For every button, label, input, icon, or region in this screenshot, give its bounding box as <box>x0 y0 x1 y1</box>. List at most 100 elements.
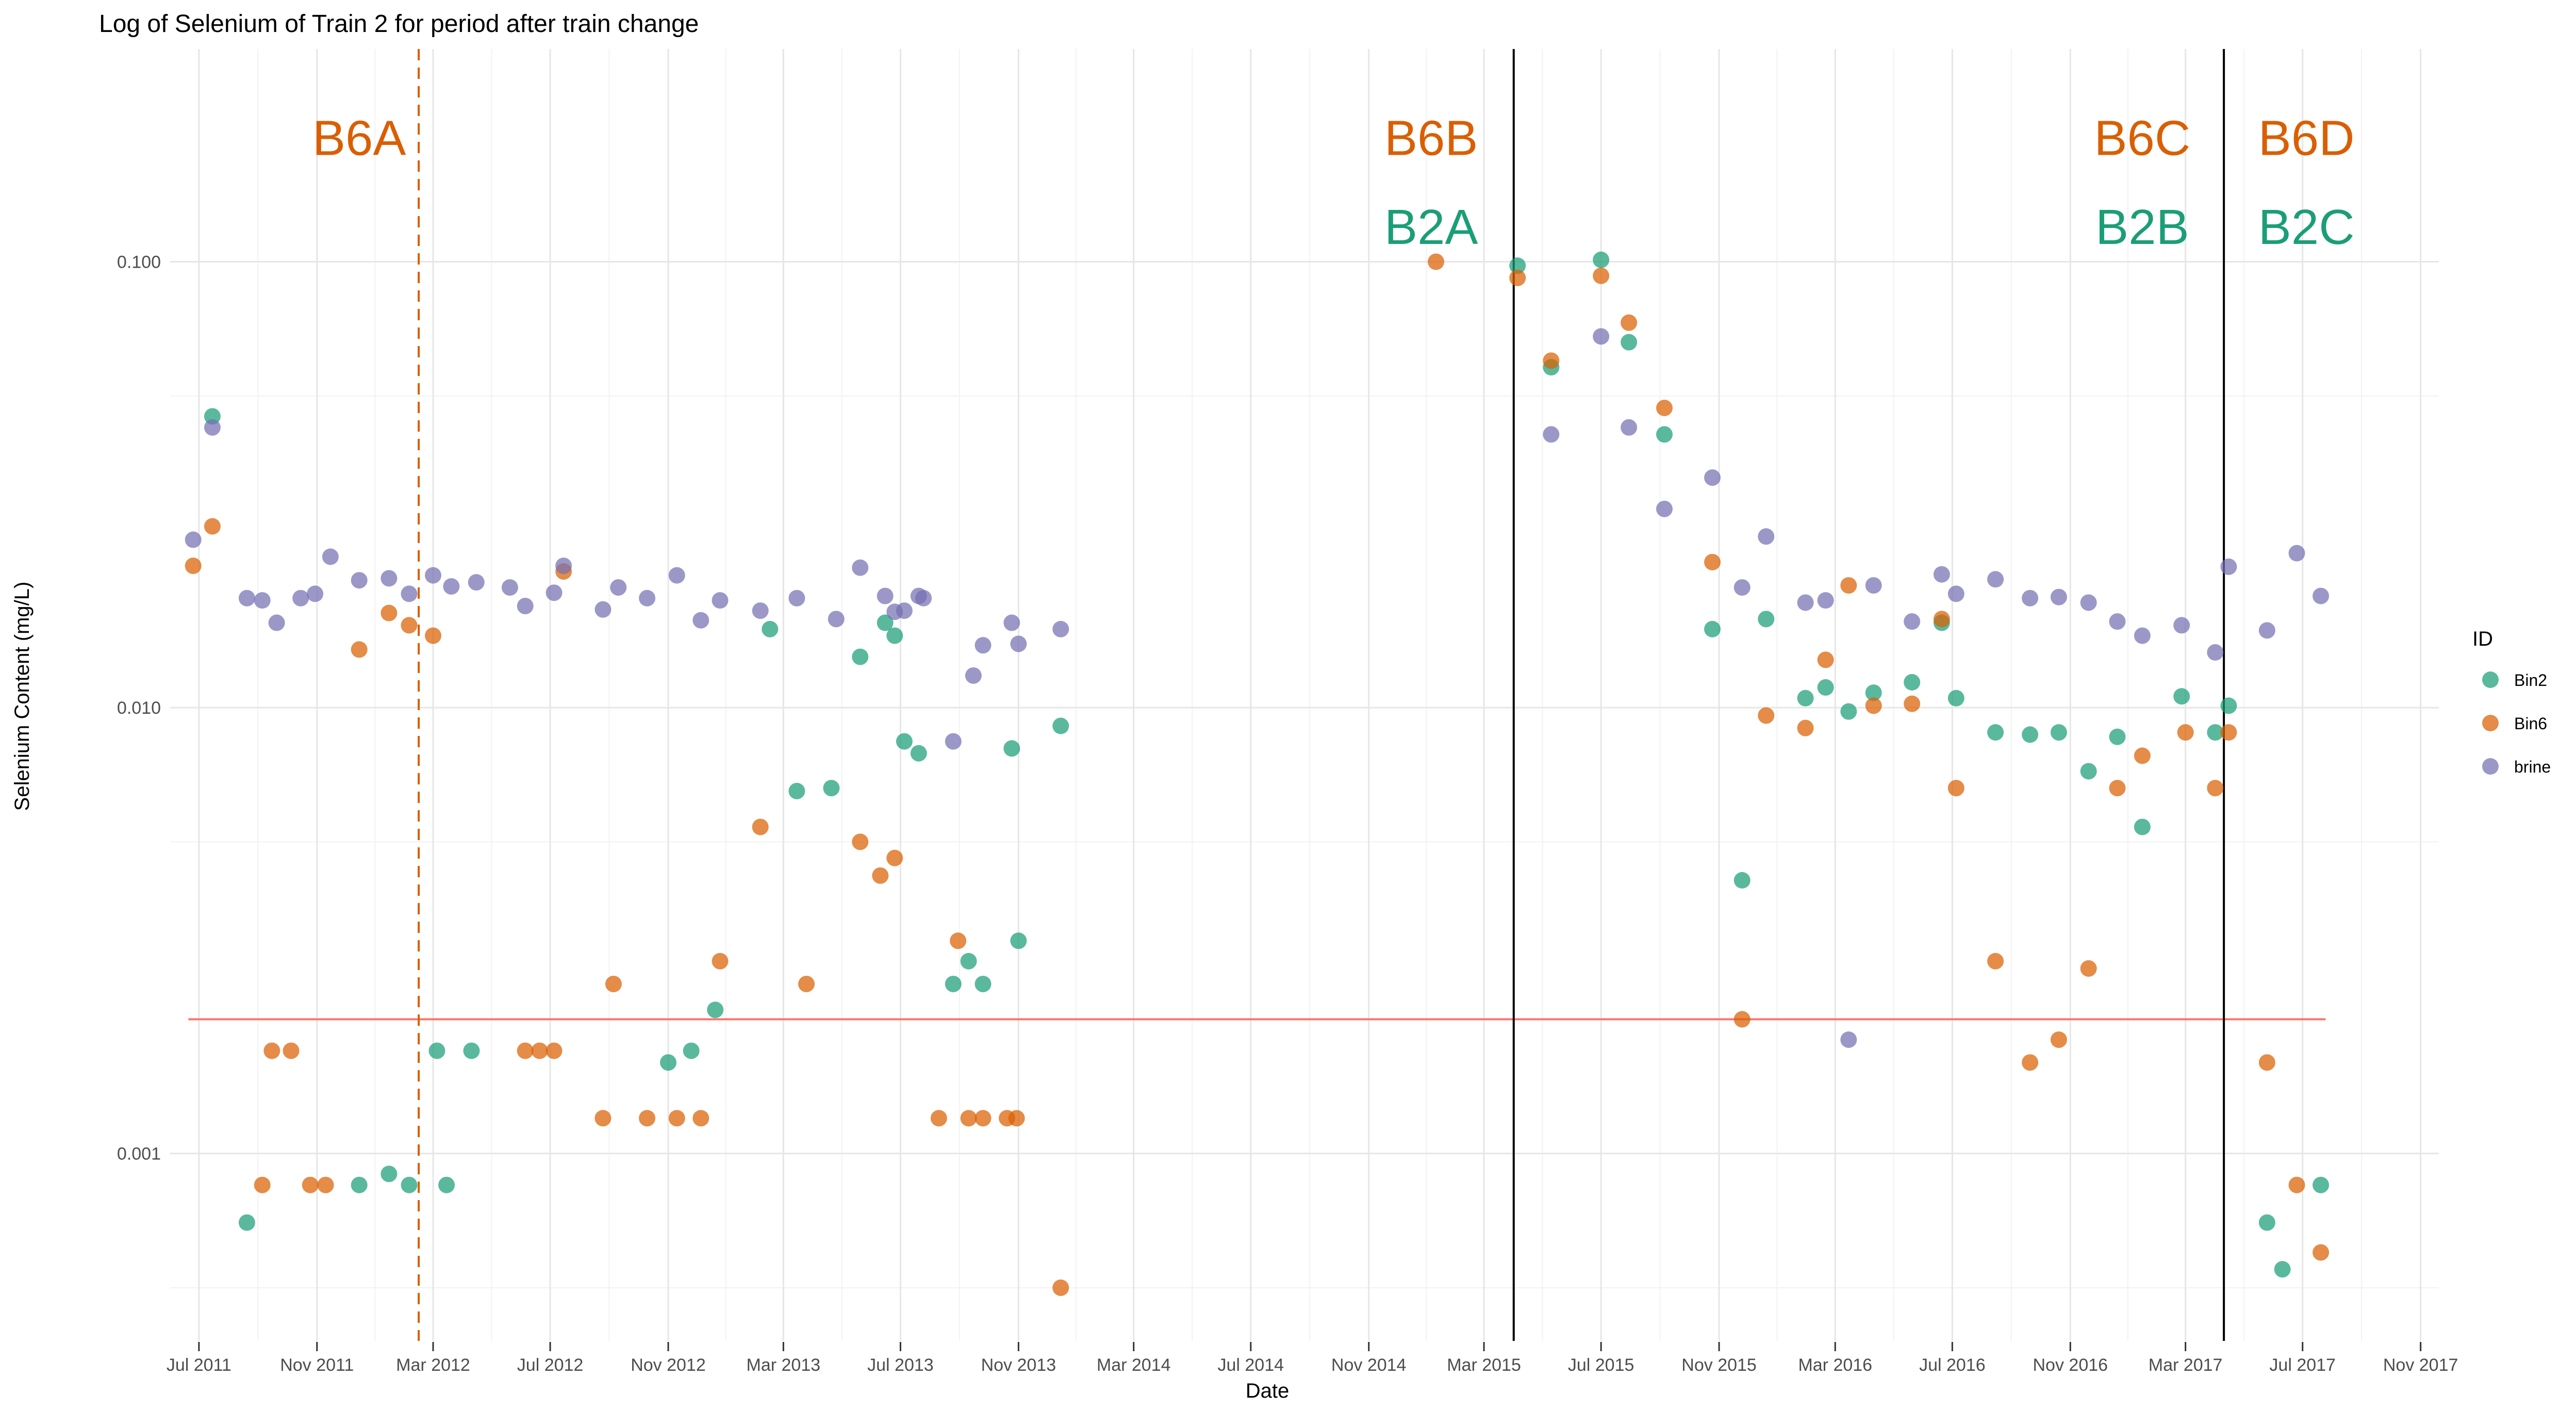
data-point <box>975 975 992 992</box>
data-point <box>292 589 309 606</box>
y-tick-label: 0.010 <box>117 698 161 718</box>
legend-key-bin6 <box>2482 715 2499 731</box>
data-point <box>1904 674 1921 691</box>
x-tick-label: Nov 2013 <box>981 1355 1056 1375</box>
data-point <box>1840 703 1857 720</box>
region-label: B2C <box>2258 200 2355 255</box>
data-point <box>1593 328 1610 345</box>
data-point <box>1758 611 1775 628</box>
x-tick-label: Nov 2014 <box>1331 1355 1407 1375</box>
data-point <box>1621 314 1638 331</box>
y-tick-label: 0.100 <box>117 253 161 272</box>
data-point <box>950 932 967 949</box>
x-tick-label: Jul 2017 <box>2269 1355 2336 1375</box>
data-point <box>1933 611 1950 628</box>
data-point <box>2109 780 2126 797</box>
data-point <box>1733 1011 1751 1028</box>
data-point <box>975 1110 992 1127</box>
data-point <box>960 1110 977 1127</box>
data-point <box>1797 594 1814 611</box>
data-point <box>351 1176 368 1193</box>
data-point <box>401 585 418 602</box>
data-point <box>463 1042 480 1059</box>
data-point <box>351 641 368 658</box>
data-point <box>1904 613 1921 630</box>
data-point <box>712 953 729 970</box>
data-point <box>877 587 894 604</box>
data-point <box>852 648 869 665</box>
data-point <box>1003 614 1020 631</box>
data-point <box>1947 780 1964 797</box>
data-point <box>945 733 962 750</box>
data-point <box>263 1042 280 1059</box>
data-point <box>2134 627 2151 644</box>
x-tick-label: Nov 2016 <box>2033 1355 2108 1375</box>
legend-key-brine <box>2482 758 2499 775</box>
data-point <box>1052 717 1069 734</box>
data-point <box>1008 1110 1025 1127</box>
region-label: B6A <box>312 111 406 166</box>
data-point <box>1052 1279 1069 1296</box>
data-point <box>712 592 729 609</box>
data-point <box>501 579 518 596</box>
x-tick-label: Jul 2013 <box>867 1355 934 1375</box>
x-tick-label: Jul 2014 <box>1217 1355 1284 1375</box>
data-point <box>1621 419 1638 436</box>
x-tick-label: Jul 2015 <box>1568 1355 1634 1375</box>
data-point <box>546 584 563 601</box>
data-point <box>1758 707 1775 724</box>
data-point <box>302 1176 319 1193</box>
data-point <box>930 1110 947 1127</box>
x-tick-label: Nov 2015 <box>1681 1355 1757 1375</box>
data-point <box>1656 426 1673 443</box>
data-point <box>2288 545 2305 562</box>
data-point <box>823 780 840 797</box>
data-point <box>1947 585 1964 602</box>
data-point <box>639 1110 656 1127</box>
data-point <box>1704 553 1721 570</box>
data-point <box>692 612 709 629</box>
data-point <box>610 579 627 596</box>
reference-lines <box>188 49 2326 1341</box>
x-tick-label: Mar 2014 <box>1097 1355 1171 1375</box>
data-point <box>1817 651 1834 668</box>
x-tick-label: Jul 2016 <box>1919 1355 1986 1375</box>
data-point <box>2080 763 2097 780</box>
data-point <box>2220 558 2237 575</box>
data-point <box>238 589 255 606</box>
data-point <box>2258 622 2275 639</box>
data-point <box>788 589 805 606</box>
data-point <box>2258 1054 2275 1071</box>
region-label: B2B <box>2095 200 2189 255</box>
data-point <box>2207 724 2224 741</box>
data-point <box>877 614 894 631</box>
x-tick-label: Nov 2017 <box>2383 1355 2458 1375</box>
data-point <box>872 867 889 884</box>
region-label: B6D <box>2258 111 2355 166</box>
data-point <box>1817 592 1834 609</box>
data-point <box>443 578 460 595</box>
x-tick-label: Mar 2013 <box>747 1355 821 1375</box>
data-point <box>185 558 202 575</box>
data-point <box>468 574 485 591</box>
data-point <box>668 567 685 584</box>
data-point <box>1509 269 1526 286</box>
data-point <box>428 1042 445 1059</box>
series-bin6 <box>185 253 2330 1296</box>
region-label: B6B <box>1384 111 1478 166</box>
region-label: B2A <box>1384 200 1478 255</box>
y-tick-label: 0.001 <box>117 1144 161 1164</box>
data-point <box>915 589 932 606</box>
data-point <box>254 1176 271 1193</box>
data-point <box>852 559 869 576</box>
data-point <box>1817 679 1834 696</box>
legend-label-bin6: Bin6 <box>2514 714 2547 733</box>
x-tick-label: Mar 2012 <box>396 1355 470 1375</box>
region-label: B6C <box>2094 111 2190 166</box>
data-point <box>1593 251 1610 268</box>
data-point <box>852 833 869 850</box>
data-point <box>438 1176 455 1193</box>
legend-key-bin2 <box>2482 671 2499 688</box>
data-point <box>1840 1031 1857 1048</box>
